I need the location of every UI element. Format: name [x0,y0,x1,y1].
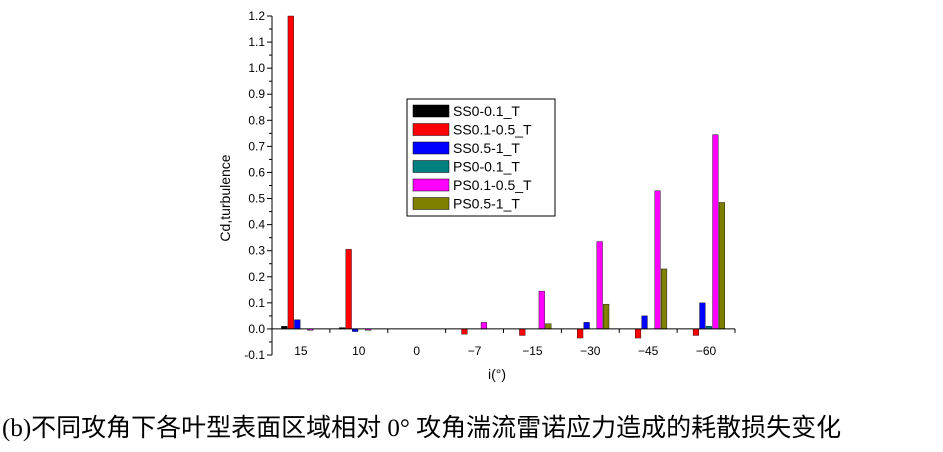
bar-ps0-5-1-t-5 [603,303,610,330]
x-tick-label: 10 [352,344,366,358]
y-tick-label: 0.8 [248,113,265,127]
bar-ps0-5-1-t-7 [718,202,725,330]
bar-ss0-1-0-5-t-4 [519,328,526,336]
x-tick-label: −45 [638,344,659,358]
legend-swatch [412,123,450,136]
y-tick-label: 1.1 [248,35,265,49]
legend-label: SS0.5-1_T [453,140,520,156]
y-tick-label: 0.2 [248,270,265,284]
x-tick-label: 0 [413,344,420,358]
bar-ps0-1-0-5-t-4 [538,290,545,330]
legend-swatch [412,104,450,118]
y-tick-label: 0.1 [248,296,265,310]
x-tick-label: −15 [522,344,543,358]
bar-ss0-1-0-5-t-1 [345,249,352,330]
chart-figure: -0.1 0.0 0.1 0.2 0.3 0.4 0.5 0.6 0.7 0.8 0.9 1.0 1.1… [217,9,736,382]
y-tick-label: 0.4 [248,218,265,232]
y-axis-label: Cd,turbulence [217,154,233,241]
bar-ss0-5-1-t-6 [641,315,648,330]
bar-ps0-1-0-5-t-3 [480,322,487,330]
bar-ps0-1-0-5-t-7 [712,134,719,330]
y-tick-label: 0.0 [248,322,265,336]
y-tick-label: 0.3 [248,244,265,258]
y-tick-label: 0.6 [248,165,265,179]
bar-ps0-5-1-t-6 [660,268,668,330]
y-tick-label: -0.1 [244,348,265,362]
y-tick-label: 0.9 [248,87,265,101]
legend-label: PS0.1-0.5_T [453,177,532,193]
legend-swatch [412,160,450,173]
legend-swatch [412,197,450,210]
y-tick-label: 1.0 [248,61,265,75]
bar-ss0-5-1-t-0 [294,319,301,330]
bar-chart: -0.1 0.0 0.1 0.2 0.3 0.4 0.5 0.6 0.7 0.8 0.9 1.0 1.1… [217,9,736,382]
bar-ss0-1-0-5-t-5 [577,328,584,339]
x-axis-label: i(°) [488,366,506,382]
legend-swatch [412,178,450,192]
bar-ss0-1-0-5-t-6 [634,328,642,339]
legend-label: SS0-0.1_T [453,103,520,119]
bar-ps0-1-0-5-t-5 [596,241,603,330]
bar-ps0-1-0-5-t-6 [654,190,661,330]
bar-ss0-1-0-5-t-3 [461,328,468,335]
x-tick-label: 15 [294,344,308,358]
x-tick-label: −30 [580,344,601,358]
y-tick-label: 1.2 [248,9,265,23]
legend-box [406,98,556,217]
x-tick-label: −60 [696,344,717,358]
bar-ss0-1-0-5-t-0 [287,15,294,330]
bar-ss0-1-0-5-t-7 [692,328,699,336]
y-tick-label: 0.5 [248,192,265,206]
y-tick-label: 0.7 [248,139,265,153]
bar-ss0-5-1-t-7 [699,302,706,330]
bar-ps0-5-1-t-4 [545,323,552,330]
legend-label: PS0-0.1_T [453,159,520,175]
figure-caption: (b)不同攻角下各叶型表面区域相对 0° 攻角湍流雷诺应力造成的耗散损失变化 [2,415,842,442]
legend-label: PS0.5-1_T [453,196,520,212]
legend-swatch [412,141,450,155]
bar-ss0-5-1-t-5 [583,322,590,330]
x-tick-label: −7 [468,344,482,358]
legend-label: SS0.1-0.5_T [453,122,532,138]
